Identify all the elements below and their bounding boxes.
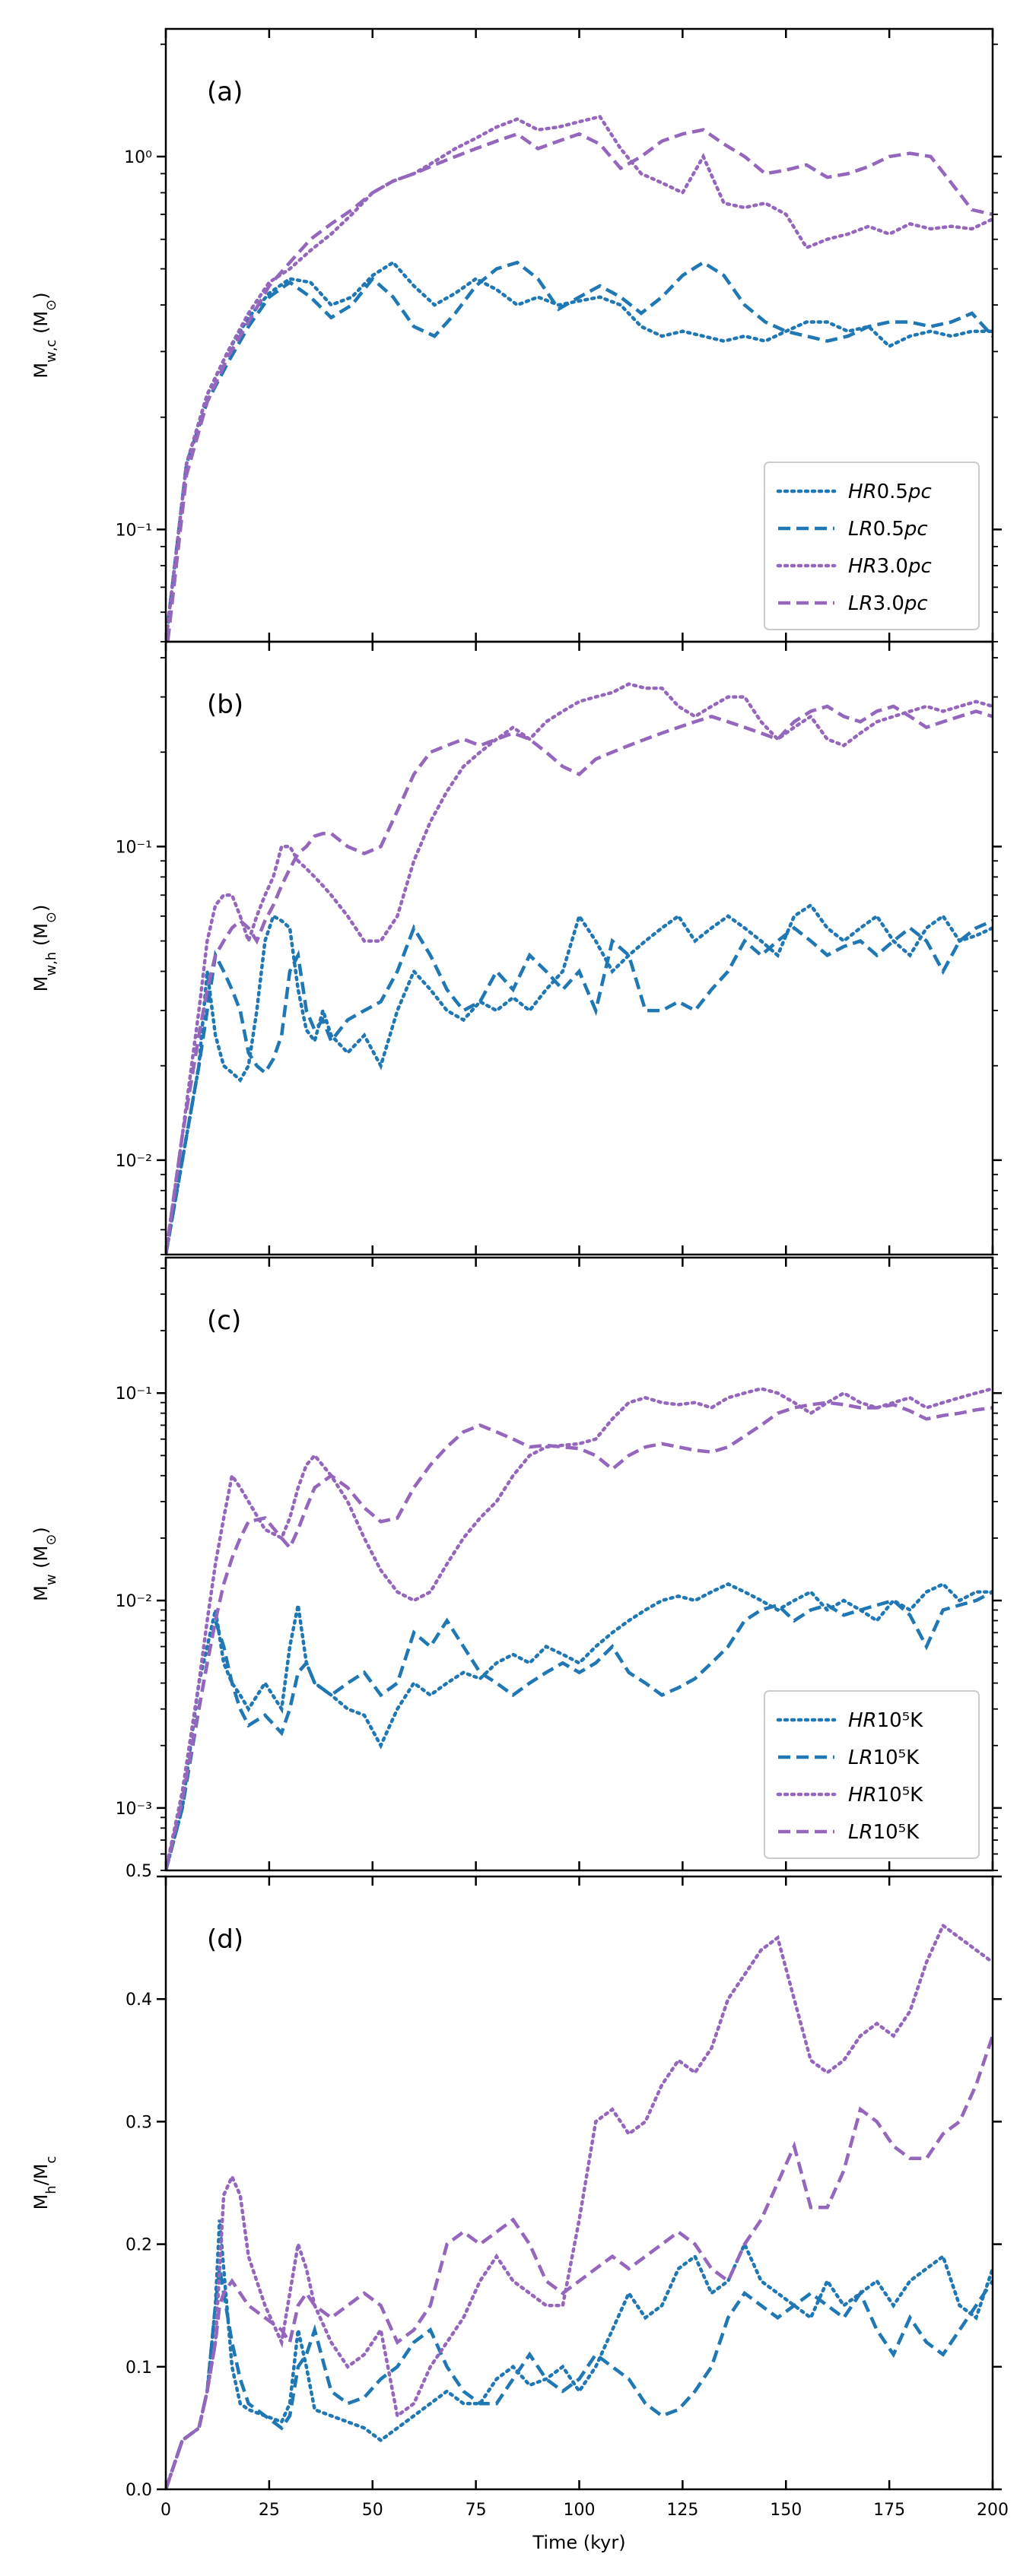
legend: HR0.5pc LR0.5pc HR3.0pc LR3.0pc — [764, 462, 980, 630]
x-tick-label: 75 — [466, 2501, 487, 2520]
series-line-purple-dotted — [166, 682, 993, 1255]
y-tick-label: 10⁻² — [116, 1152, 152, 1171]
x-axis-label: Time (kyr) — [532, 2532, 625, 2553]
y-axis-label: Mw,c (M⊙) — [30, 292, 59, 378]
y-tick-label: 10⁻¹ — [116, 521, 152, 540]
series-group — [166, 1387, 993, 1870]
y-tick-label: 0.1 — [126, 2359, 152, 2378]
legend-entry: HR3.0pc — [848, 555, 932, 578]
series-line-blue-dotted — [166, 1581, 993, 1870]
x-tick-label: 150 — [770, 2501, 802, 2520]
legend-entry: LR10⁵K — [848, 1746, 920, 1769]
series-line-purple-dashed — [166, 2035, 993, 2489]
y-axis-label: Mh/Mc — [30, 2156, 59, 2210]
series-line-blue-dashed — [166, 918, 993, 1255]
series-line-purple-dotted — [166, 1387, 993, 1870]
x-tick-label: 200 — [977, 2501, 1009, 2520]
legend-entry: HR10⁵K — [848, 1784, 923, 1807]
y-tick-label: 10⁻³ — [116, 1800, 152, 1819]
x-tick-label: 0 — [160, 2501, 171, 2520]
series-line-blue-dotted — [166, 903, 993, 1255]
series-line-blue-dotted — [166, 260, 993, 642]
legend-entry: LR0.5pc — [848, 518, 928, 541]
y-axis-label: Mw,h (M⊙) — [30, 905, 59, 992]
panel-a: 10⁻¹ 10⁰ Mw,c (M⊙) (a) HR0.5pc LR0.5pc HR3.0pc… — [30, 27, 1002, 643]
series-line-purple-dashed — [166, 1401, 993, 1870]
y-tick-label: 0.0 — [126, 2481, 152, 2500]
y-tick-label: 10⁰ — [124, 148, 152, 167]
series-line-purple-dotted — [166, 1923, 993, 2489]
y-axis-label: Mw (M⊙) — [30, 1527, 59, 1601]
legend-entry: HR10⁵K — [848, 1709, 923, 1732]
legend-box — [764, 1690, 980, 1859]
panel-label: (c) — [207, 1305, 241, 1336]
series-line-blue-dotted — [166, 2219, 993, 2489]
series-group — [166, 114, 993, 642]
legend-entry: LR10⁵K — [848, 1821, 920, 1844]
panel-label: (d) — [207, 1924, 243, 1955]
series-line-purple-dashed — [166, 128, 993, 642]
legend: HR10⁵K LR10⁵K HR10⁵K LR10⁵K — [764, 1690, 980, 1859]
panel-label: (a) — [207, 77, 243, 107]
series-line-blue-dashed — [166, 1590, 993, 1870]
series-group — [166, 682, 993, 1255]
panel-d: 0 25 50 75 100 125 150 175 200 Time (kyr) 0.0 0.1 0.… — [30, 1875, 1009, 2553]
legend-entry: HR0.5pc — [848, 481, 932, 503]
legend-entry: LR3.0pc — [848, 592, 928, 615]
series-line-blue-dashed — [166, 260, 993, 642]
panel-c: 10⁻³10⁻²10⁻¹0.5Mw (M⊙)(c)HR10⁵KLR10⁵KHR1… — [30, 1256, 1002, 1881]
panel-label: (b) — [207, 690, 243, 720]
x-tick-label: 100 — [564, 2501, 596, 2520]
y-tick-label: 0.2 — [126, 2236, 152, 2255]
series-group — [166, 1923, 993, 2489]
series-line-purple-dashed — [166, 704, 993, 1255]
y-tick-label: 10⁻¹ — [116, 1385, 152, 1404]
panels: 10⁻¹ 10⁰ Mw,c (M⊙) (a) HR0.5pc LR0.5pc HR3.0pc… — [30, 27, 1009, 2553]
y-tick-label: 0.4 — [126, 1991, 152, 2010]
x-tick-label: 175 — [873, 2501, 905, 2520]
panel-b: 10⁻² 10⁻¹ Mw,h (M⊙) (b) — [30, 640, 1002, 1256]
series-line-purple-dotted — [166, 114, 993, 642]
legend-box — [764, 462, 980, 630]
x-tick-label: 25 — [259, 2501, 280, 2520]
y-tick-label: 10⁻¹ — [116, 838, 152, 857]
x-tick-label: 125 — [666, 2501, 698, 2520]
series-line-blue-dashed — [166, 2268, 993, 2489]
y-tick-label: 0.3 — [126, 2113, 152, 2132]
y-tick-label: 10⁻² — [116, 1592, 152, 1611]
x-tick-label: 50 — [362, 2501, 383, 2520]
y-tick-label: 0.5 — [126, 1862, 152, 1881]
